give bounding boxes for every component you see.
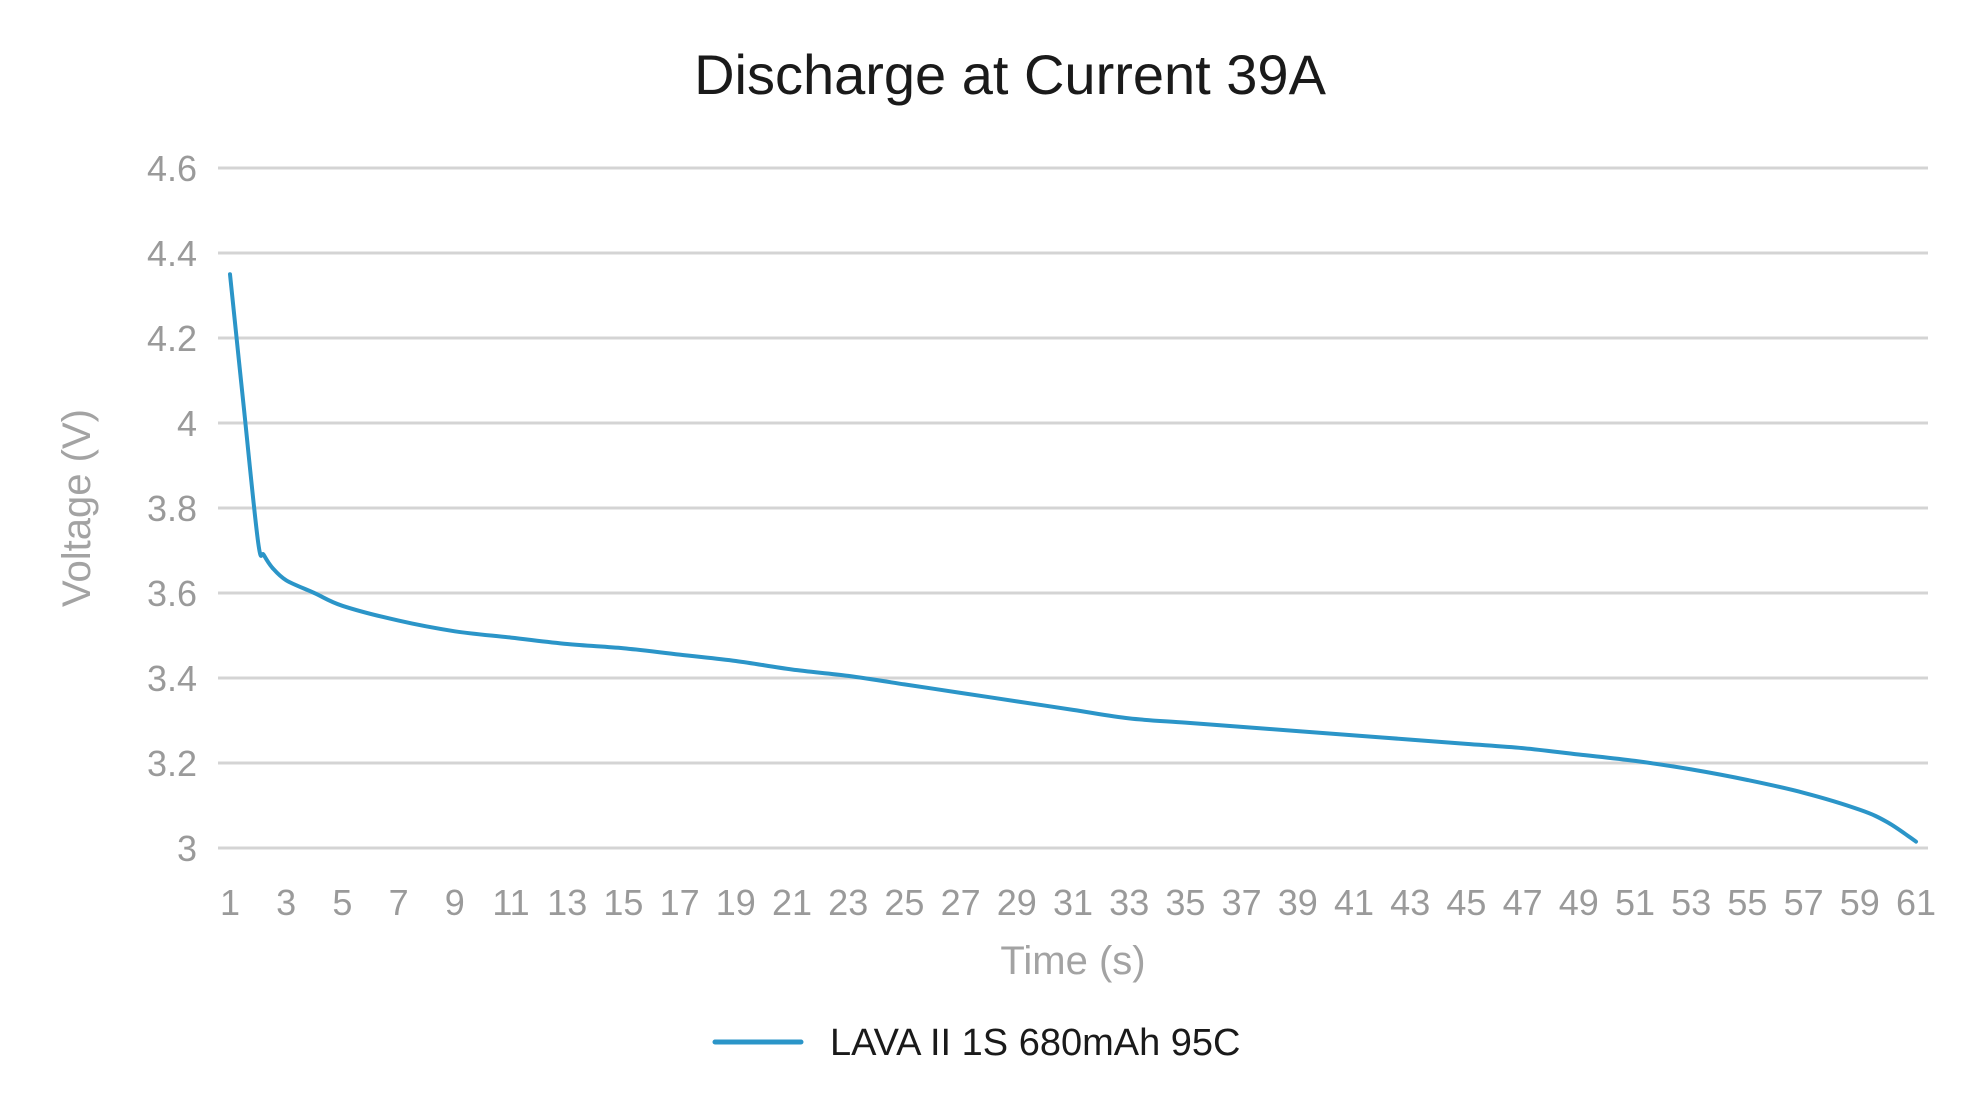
x-tick-label: 51 xyxy=(1615,882,1655,923)
x-tick-label: 13 xyxy=(547,882,587,923)
x-tick-label: 29 xyxy=(997,882,1037,923)
x-tick-label: 33 xyxy=(1109,882,1149,923)
x-tick-label: 59 xyxy=(1840,882,1880,923)
series-line xyxy=(228,272,1918,844)
legend-label: LAVA II 1S 680mAh 95C xyxy=(830,1022,1241,1064)
x-axis-title: Time (s) xyxy=(1000,939,1145,983)
x-tick-label: 47 xyxy=(1503,882,1543,923)
x-tick-label: 23 xyxy=(828,882,868,923)
x-tick-label: 3 xyxy=(276,882,296,923)
x-tick-label: 9 xyxy=(445,882,465,923)
x-tick-label: 55 xyxy=(1727,882,1767,923)
x-tick-label: 49 xyxy=(1559,882,1599,923)
y-tick-label: 3.4 xyxy=(147,658,197,699)
x-tick-label: 53 xyxy=(1671,882,1711,923)
x-tick-label: 7 xyxy=(389,882,409,923)
y-tick-label: 3.8 xyxy=(147,488,197,529)
x-tick-label: 21 xyxy=(772,882,812,923)
x-tick-label: 1 xyxy=(220,882,240,923)
x-tick-label: 41 xyxy=(1334,882,1374,923)
x-tick-label: 37 xyxy=(1222,882,1262,923)
series-lines xyxy=(228,272,1918,844)
gridlines xyxy=(218,166,1928,850)
y-tick-label: 4 xyxy=(177,403,197,444)
x-axis-ticks: 1 3 5 7 9 11 13 15 17 19 21 23 25 27 29 31 33 35 37 39 41 43 4… xyxy=(220,882,1936,923)
y-axis-title: Voltage (V) xyxy=(55,409,99,607)
x-tick-label: 57 xyxy=(1784,882,1824,923)
x-tick-label: 35 xyxy=(1165,882,1205,923)
y-axis-ticks: 3 3.2 3.4 3.6 3.8 4 4.2 4.4 4.6 xyxy=(147,148,197,869)
x-tick-label: 25 xyxy=(884,882,924,923)
y-tick-label: 3.6 xyxy=(147,573,197,614)
x-tick-label: 5 xyxy=(332,882,352,923)
x-tick-label: 31 xyxy=(1053,882,1093,923)
y-tick-label: 4.6 xyxy=(147,148,197,189)
chart-title: Discharge at Current 39A xyxy=(694,43,1327,106)
x-tick-label: 19 xyxy=(716,882,756,923)
y-tick-label: 4.2 xyxy=(147,318,197,359)
x-tick-label: 15 xyxy=(603,882,643,923)
x-tick-label: 45 xyxy=(1446,882,1486,923)
x-tick-label: 27 xyxy=(941,882,981,923)
x-tick-label: 11 xyxy=(492,882,529,923)
x-tick-label: 39 xyxy=(1278,882,1318,923)
y-tick-label: 3.2 xyxy=(147,743,197,784)
y-tick-label: 3 xyxy=(177,828,197,869)
legend: LAVA II 1S 680mAh 95C xyxy=(712,1022,1241,1064)
x-tick-label: 61 xyxy=(1896,882,1936,923)
y-tick-label: 4.4 xyxy=(147,233,197,274)
x-tick-label: 43 xyxy=(1390,882,1430,923)
x-tick-label: 17 xyxy=(660,882,700,923)
